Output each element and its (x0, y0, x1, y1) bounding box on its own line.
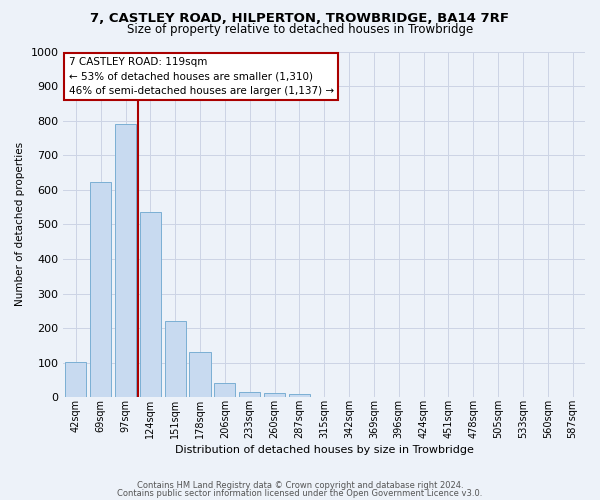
Bar (65, 362, 86, 398)
Text: Contains HM Land Registry data © Crown copyright and database right 2024.: Contains HM Land Registry data © Crown c… (137, 481, 463, 490)
Text: 7, CASTLEY ROAD, HILPERTON, TROWBRIDGE, BA14 7RF: 7, CASTLEY ROAD, HILPERTON, TROWBRIDGE, … (91, 12, 509, 26)
Bar (164, 321, 186, 398)
Text: Contains public sector information licensed under the Open Government Licence v3: Contains public sector information licen… (118, 488, 482, 498)
Bar (115, 124, 136, 398)
Bar (214, 384, 235, 398)
Bar (140, 212, 161, 398)
X-axis label: Distribution of detached houses by size in Trowbridge: Distribution of detached houses by size … (175, 445, 473, 455)
Text: 7 CASTLEY ROAD: 119sqm
← 53% of detached houses are smaller (1,310)
46% of semi-: 7 CASTLEY ROAD: 119sqm ← 53% of detached… (68, 56, 334, 96)
Bar (264, 393, 285, 398)
Bar (239, 392, 260, 398)
Bar (190, 352, 211, 398)
Text: Size of property relative to detached houses in Trowbridge: Size of property relative to detached ho… (127, 24, 473, 36)
Bar (289, 394, 310, 398)
Y-axis label: Number of detached properties: Number of detached properties (15, 142, 25, 306)
Bar (90, 182, 111, 398)
